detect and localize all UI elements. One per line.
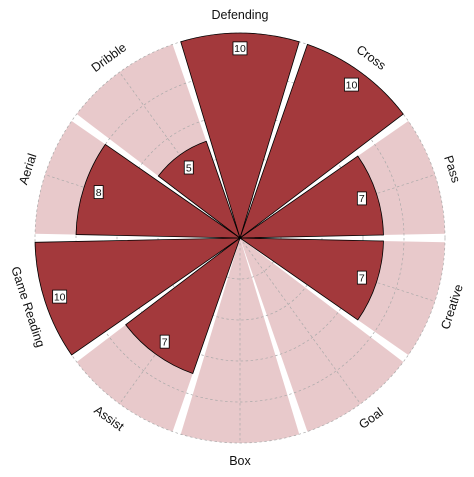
category-label-assist: Assist [91,403,127,434]
grid-ring [116,114,364,362]
value-box [356,191,367,206]
background-slice-goal [240,238,404,432]
value-box [93,185,104,199]
grid-spoke [119,237,241,405]
value-box [232,41,248,56]
value-label-game-reading: 10 [52,289,68,304]
value-slice-aerial [75,143,242,239]
value-label-defending: 10 [232,41,248,56]
category-label-defending: Defending [212,8,269,22]
value-label-dribble: 5 [183,160,194,175]
value-box [183,160,194,175]
grid-ring [198,196,282,280]
grid-spoke [119,71,241,239]
value-slice-creative [238,237,384,321]
value-label-assist: 7 [159,334,170,349]
grid-spoke [239,237,436,302]
value-text: 7 [359,272,365,284]
value-label-cross: 10 [344,77,359,92]
value-slices [34,32,404,375]
value-text: 10 [346,79,358,91]
category-label-goal: Goal [356,405,386,432]
value-text: 7 [162,336,168,348]
value-slice-cross [239,43,404,240]
value-slice-assist [125,236,241,375]
value-box [159,334,170,349]
grid-ring [75,73,405,403]
grid-spoke [44,174,241,239]
value-slice-defending [180,32,300,240]
value-text: 10 [54,291,66,303]
value-labels: 10 10 7 7 7 10 8 5 [52,41,367,349]
value-text: 5 [186,162,192,174]
value-label-creative: 7 [356,270,367,285]
value-slice-pass [238,155,384,239]
category-label-pass: Pass [441,154,463,185]
value-slice-game-reading [34,237,242,356]
grid-spoke [239,174,436,239]
value-text: 10 [234,43,246,55]
category-label-aerial: Aerial [16,152,39,187]
value-label-aerial: 8 [93,185,104,199]
grid-spoke [239,237,361,405]
category-label-box: Box [229,454,251,468]
value-box [344,77,359,92]
category-label-creative: Creative [438,283,466,332]
value-text: 7 [359,193,365,205]
value-slice-dribble [157,140,241,240]
value-text: 8 [96,187,102,199]
category-label-cross: Cross [354,42,389,73]
value-box [52,289,68,304]
value-label-pass: 7 [356,191,367,206]
value-box [356,270,367,285]
